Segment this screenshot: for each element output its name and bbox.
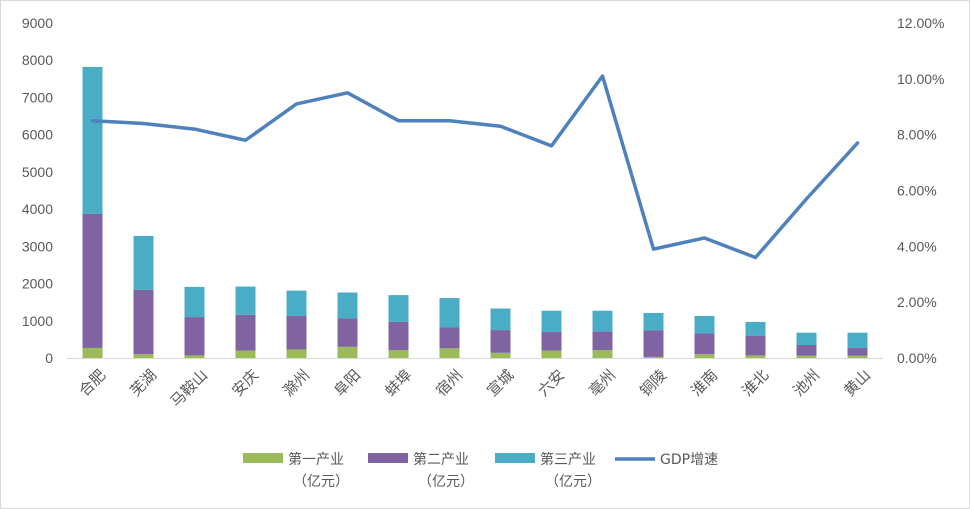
category-label: 宣城 [483, 366, 517, 400]
bar-segment-3 [388, 295, 409, 322]
bar-segment-2 [694, 333, 715, 355]
bar-segment-2 [82, 213, 103, 348]
category-label: 滁州 [279, 366, 313, 400]
bar-segment-1 [388, 350, 409, 358]
legend-swatch-3 [495, 453, 535, 463]
legend-label-unit-3: （亿元） [545, 474, 601, 490]
category-label: 铜陵 [636, 366, 670, 400]
bar-segment-3 [286, 290, 307, 316]
y-left-tick-label: 8000 [22, 52, 53, 68]
bar-segment-3 [745, 321, 766, 336]
legend-label-1: 第一产业 [288, 451, 344, 468]
bar-segment-3 [82, 66, 103, 214]
category-label: 宿州 [432, 366, 466, 400]
bar-segment-2 [847, 347, 868, 356]
category-label: 芜湖 [126, 366, 160, 400]
gdp-growth-line [90, 74, 860, 260]
bar-segment-3 [643, 312, 664, 331]
legend-swatch-2 [368, 453, 408, 463]
bar-segment-2 [133, 289, 154, 355]
category-label: 淮南 [687, 366, 721, 400]
y-left-tick-label: 7000 [22, 89, 53, 105]
category-label: 亳州 [585, 366, 619, 400]
y-right-tick-label: 10.00% [897, 71, 944, 87]
bar-segment-1 [643, 356, 664, 358]
y-right-tick-label: 2.00% [897, 294, 937, 310]
bar-segment-1 [337, 346, 358, 358]
bar-segment-2 [643, 330, 664, 357]
bar-segment-2 [337, 318, 358, 347]
y-left-tick-label: 0 [45, 350, 53, 366]
bar-segment-1 [541, 350, 562, 358]
category-label: 淮北 [738, 366, 772, 400]
bar-segment-2 [541, 331, 562, 351]
bar-segment-3 [235, 286, 256, 315]
bar-segment-3 [796, 332, 817, 345]
bar-segment-1 [592, 350, 613, 358]
y-right-tick-label: 0.00% [897, 350, 937, 366]
bar-segment-2 [439, 327, 460, 349]
bar-segment-1 [796, 355, 817, 358]
bar-segment-2 [490, 330, 511, 353]
y-left-tick-label: 1000 [22, 313, 53, 329]
bar-segment-1 [133, 354, 154, 358]
y-right-tick-label: 6.00% [897, 183, 937, 199]
bar-segment-3 [439, 298, 460, 328]
bar-segment-1 [286, 349, 307, 358]
bar-segment-1 [82, 347, 103, 358]
legend-swatch-1 [243, 453, 283, 463]
legend-label-unit-2: （亿元） [418, 474, 474, 490]
bar-segment-2 [592, 331, 613, 351]
bar-segment-3 [337, 292, 358, 319]
bar-segment-1 [439, 348, 460, 358]
category-label: 阜阳 [330, 366, 364, 400]
bar-segment-3 [592, 310, 613, 332]
bar-segment-1 [235, 350, 256, 358]
bar-segment-3 [133, 235, 154, 290]
legend-label-unit-1: （亿元） [293, 474, 349, 490]
category-label: 池州 [789, 366, 823, 400]
category-label: 六安 [534, 366, 568, 400]
category-label: 马鞍山 [167, 366, 212, 411]
bar-segment-1 [490, 352, 511, 358]
y-left-tick-label: 5000 [22, 164, 53, 180]
y-left-tick-label: 9000 [22, 15, 53, 31]
category-label: 合肥 [75, 366, 109, 400]
category-label: 蚌埠 [381, 366, 415, 400]
y-left-tick-label: 4000 [22, 201, 53, 217]
bar-segment-2 [184, 317, 205, 356]
bar-segment-3 [490, 308, 511, 331]
bar-segment-1 [694, 354, 715, 358]
bar-segment-1 [847, 355, 868, 358]
y-left-tick-label: 2000 [22, 276, 53, 292]
bar-segment-2 [796, 344, 817, 356]
bar-segment-1 [184, 355, 205, 358]
bar-segment-1 [745, 355, 766, 358]
category-label: 安庆 [228, 366, 262, 400]
bar-segment-3 [541, 310, 562, 332]
category-label: 黄山 [840, 366, 874, 400]
y-right-tick-label: 8.00% [897, 127, 937, 143]
y-right-tick-label: 12.00% [897, 15, 944, 31]
bar-segment-2 [235, 314, 256, 351]
bar-segment-3 [184, 286, 205, 318]
bar-segment-3 [694, 315, 715, 334]
bar-segment-2 [388, 321, 409, 351]
y-left-tick-label: 6000 [22, 127, 53, 143]
legend-label-4: GDP增速 [660, 452, 718, 468]
bar-segment-3 [847, 332, 868, 348]
y-left-tick-label: 3000 [22, 238, 53, 254]
legend-label-3: 第三产业 [540, 451, 596, 468]
bar-segment-2 [286, 315, 307, 350]
y-right-tick-label: 4.00% [897, 238, 937, 254]
bar-segment-2 [745, 335, 766, 356]
legend-label-2: 第二产业 [413, 451, 469, 468]
